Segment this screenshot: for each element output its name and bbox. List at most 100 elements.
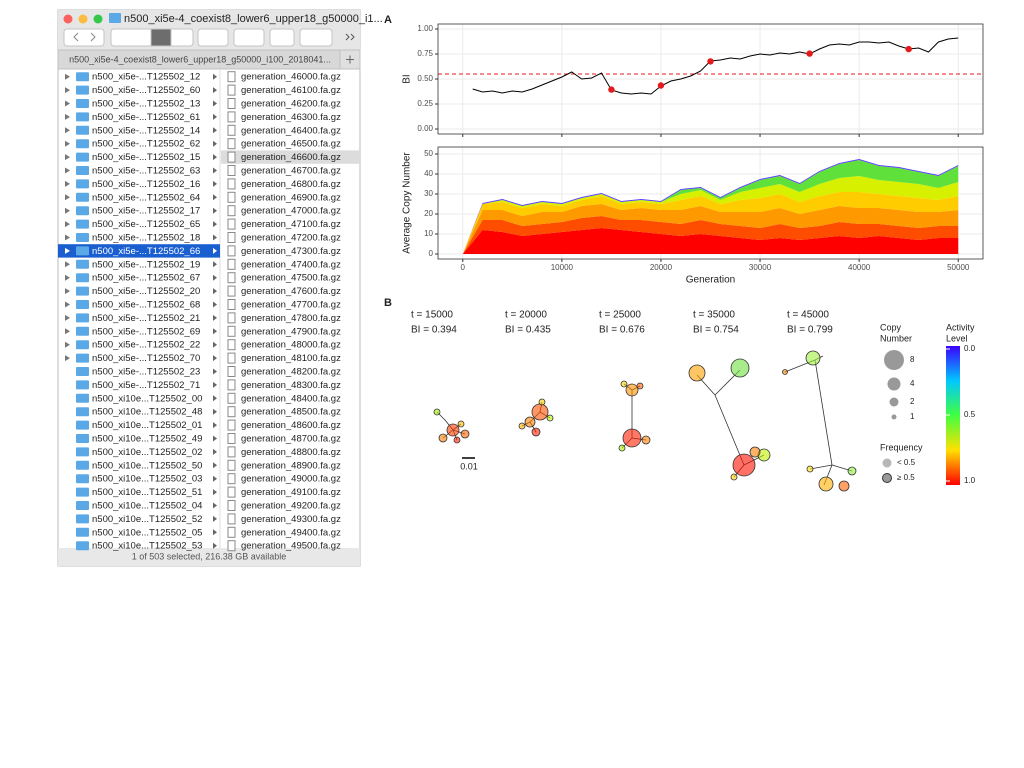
disclosure-triangle[interactable] [65, 341, 70, 348]
disclosure-triangle[interactable] [65, 221, 70, 228]
disclosure-triangle[interactable] [65, 288, 70, 295]
folder-name[interactable]: n500_xi10e...T125502_00 [92, 393, 202, 404]
disclosure-triangle[interactable] [65, 87, 70, 94]
file-name[interactable]: generation_48200.fa.gz [241, 367, 341, 378]
file-name[interactable]: generation_46600.fa.gz [241, 152, 341, 163]
disclosure-triangle[interactable] [65, 301, 70, 308]
folder-name[interactable]: n500_xi5e-...T125502_23 [92, 367, 200, 378]
disclosure-triangle[interactable] [65, 194, 70, 201]
disclosure-triangle[interactable] [65, 127, 70, 134]
file-name[interactable]: generation_46500.fa.gz [241, 139, 341, 150]
action-button[interactable] [197, 28, 229, 47]
disclosure-triangle[interactable] [65, 73, 70, 80]
folder-name[interactable]: n500_xi5e-...T125502_62 [92, 139, 200, 150]
file-name[interactable]: generation_47600.fa.gz [241, 286, 341, 297]
folder-name[interactable]: n500_xi10e...T125502_03 [92, 474, 202, 485]
folder-name[interactable]: n500_xi5e-...T125502_18 [92, 233, 200, 244]
file-name[interactable]: generation_49500.fa.gz [241, 541, 341, 552]
folder-name[interactable]: n500_xi5e-...T125502_15 [92, 152, 200, 163]
folder-name[interactable]: n500_xi10e...T125502_05 [92, 527, 202, 538]
disclosure-triangle[interactable] [65, 328, 70, 335]
disclosure-triangle[interactable] [65, 207, 70, 214]
disclosure-triangle[interactable] [65, 180, 70, 187]
file-name[interactable]: generation_46300.fa.gz [241, 112, 341, 123]
folder-name[interactable]: n500_xi5e-...T125502_17 [92, 206, 200, 217]
folder-name[interactable]: n500_xi5e-...T125502_71 [92, 380, 200, 391]
folder-name[interactable]: n500_xi5e-...T125502_63 [92, 166, 200, 177]
file-name[interactable]: generation_47800.fa.gz [241, 313, 341, 324]
folder-name[interactable]: n500_xi5e-...T125502_61 [92, 112, 200, 123]
minimize-button[interactable] [78, 14, 88, 24]
folder-name[interactable]: n500_xi5e-...T125502_64 [92, 192, 200, 203]
column-view-button[interactable] [150, 28, 172, 47]
folder-name[interactable]: n500_xi5e-...T125502_12 [92, 72, 200, 83]
file-name[interactable]: generation_47100.fa.gz [241, 219, 341, 230]
folder-name[interactable]: n500_xi5e-...T125502_14 [92, 125, 200, 136]
disclosure-triangle[interactable] [65, 100, 70, 107]
file-name[interactable]: generation_47500.fa.gz [241, 273, 341, 284]
disclosure-triangle[interactable] [65, 234, 70, 241]
file-name[interactable]: generation_47900.fa.gz [241, 326, 341, 337]
file-name[interactable]: generation_48500.fa.gz [241, 407, 341, 418]
disclosure-triangle[interactable] [65, 274, 70, 281]
file-name[interactable]: generation_46400.fa.gz [241, 125, 341, 136]
file-name[interactable]: generation_46900.fa.gz [241, 192, 341, 203]
file-name[interactable]: generation_49200.fa.gz [241, 501, 341, 512]
file-name[interactable]: generation_48700.fa.gz [241, 434, 341, 445]
folder-name[interactable]: n500_xi5e-...T125502_21 [92, 313, 200, 324]
file-name[interactable]: generation_47200.fa.gz [241, 233, 341, 244]
file-name[interactable]: generation_48600.fa.gz [241, 420, 341, 431]
folder-name[interactable]: n500_xi5e-...T125502_16 [92, 179, 200, 190]
folder-name[interactable]: n500_xi10e...T125502_01 [92, 420, 202, 431]
nav-buttons[interactable] [63, 28, 105, 47]
disclosure-triangle[interactable] [65, 113, 70, 120]
disclosure-triangle[interactable] [65, 247, 70, 254]
folder-name[interactable]: n500_xi5e-...T125502_70 [92, 353, 200, 364]
folder-name[interactable]: n500_xi10e...T125502_52 [92, 514, 202, 525]
file-name[interactable]: generation_49000.fa.gz [241, 474, 341, 485]
folder-name[interactable]: n500_xi10e...T125502_49 [92, 434, 202, 445]
folder-name[interactable]: n500_xi10e...T125502_53 [92, 541, 202, 552]
disclosure-triangle[interactable] [65, 261, 70, 268]
folder-name[interactable]: n500_xi5e-...T125502_13 [92, 99, 200, 110]
zoom-button[interactable] [93, 14, 103, 24]
file-name[interactable]: generation_46100.fa.gz [241, 85, 341, 96]
file-name[interactable]: generation_48900.fa.gz [241, 460, 341, 471]
folder-name[interactable]: n500_xi10e...T125502_04 [92, 501, 202, 512]
file-name[interactable]: generation_46200.fa.gz [241, 99, 341, 110]
file-name[interactable]: generation_48300.fa.gz [241, 380, 341, 391]
file-name[interactable]: generation_47300.fa.gz [241, 246, 341, 257]
folder-name[interactable]: n500_xi5e-...T125502_20 [92, 286, 200, 297]
disclosure-triangle[interactable] [65, 314, 70, 321]
disclosure-triangle[interactable] [65, 355, 70, 362]
disclosure-triangle[interactable] [65, 140, 70, 147]
folder-name[interactable]: n500_xi10e...T125502_02 [92, 447, 202, 458]
file-name[interactable]: generation_48800.fa.gz [241, 447, 341, 458]
file-name[interactable]: generation_49400.fa.gz [241, 527, 341, 538]
file-name[interactable]: generation_49100.fa.gz [241, 487, 341, 498]
overflow-chevron[interactable] [345, 33, 355, 41]
file-name[interactable]: generation_48000.fa.gz [241, 340, 341, 351]
folder-name[interactable]: n500_xi5e-...T125502_68 [92, 300, 200, 311]
folder-name[interactable]: n500_xi10e...T125502_50 [92, 460, 202, 471]
disclosure-triangle[interactable] [65, 167, 70, 174]
folder-name[interactable]: n500_xi5e-...T125502_66 [92, 246, 200, 257]
folder-name[interactable]: n500_xi10e...T125502_51 [92, 487, 202, 498]
folder-name[interactable]: n500_xi5e-...T125502_69 [92, 326, 200, 337]
folder-name[interactable]: n500_xi5e-...T125502_65 [92, 219, 200, 230]
folder-name[interactable]: n500_xi5e-...T125502_60 [92, 85, 200, 96]
tag-button[interactable] [299, 28, 333, 47]
file-name[interactable]: generation_47000.fa.gz [241, 206, 341, 217]
file-name[interactable]: generation_48100.fa.gz [241, 353, 341, 364]
arrange-button[interactable] [233, 28, 265, 47]
folder-name[interactable]: n500_xi10e...T125502_48 [92, 407, 202, 418]
file-name[interactable]: generation_46800.fa.gz [241, 179, 341, 190]
folder-name[interactable]: n500_xi5e-...T125502_19 [92, 259, 200, 270]
file-name[interactable]: generation_47400.fa.gz [241, 259, 341, 270]
share-button[interactable] [269, 28, 295, 47]
file-name[interactable]: generation_47700.fa.gz [241, 300, 341, 311]
file-name[interactable]: generation_48400.fa.gz [241, 393, 341, 404]
file-name[interactable]: generation_46700.fa.gz [241, 166, 341, 177]
file-name[interactable]: generation_46000.fa.gz [241, 72, 341, 83]
close-button[interactable] [63, 14, 73, 24]
